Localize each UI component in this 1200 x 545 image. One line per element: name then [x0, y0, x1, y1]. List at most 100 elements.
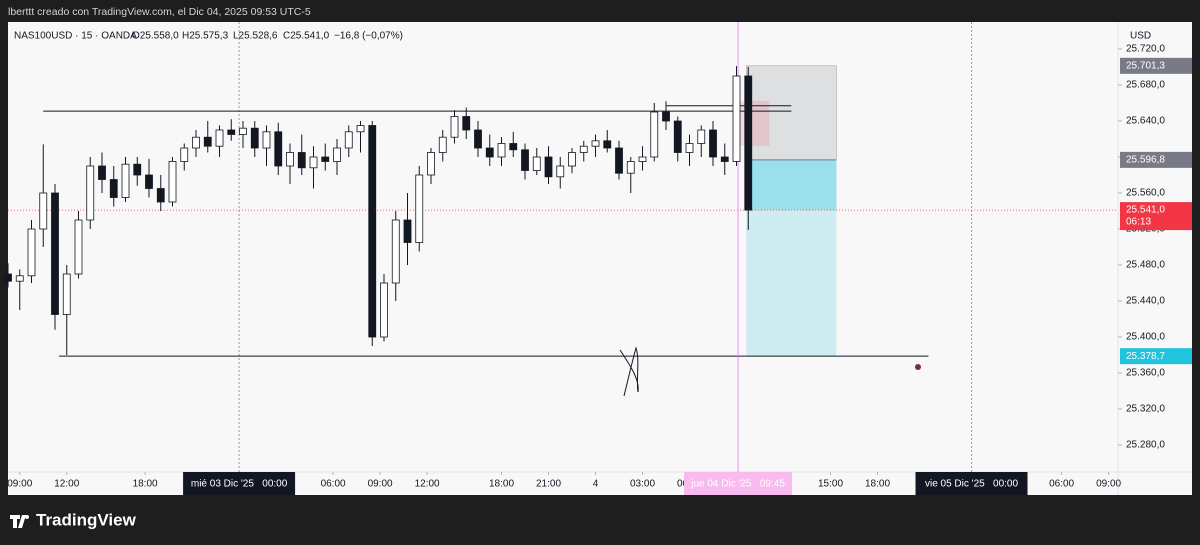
candle-body [509, 143, 518, 151]
candle-body [462, 116, 471, 131]
candle-body [15, 275, 24, 282]
x-tick-label: mié 03 Dic '25 00:00 [191, 479, 288, 490]
y-tick-label: 25.560,0 [1126, 188, 1165, 199]
candle-body [109, 179, 118, 198]
x-tick-label: 21:00 [536, 479, 561, 490]
candle-body [98, 165, 106, 180]
candle-body [391, 219, 400, 284]
candle-body [274, 131, 283, 167]
marker [915, 364, 921, 370]
candle-body [521, 149, 529, 171]
candle-body [86, 165, 95, 221]
date-box [915, 472, 1028, 495]
candle-body [250, 127, 259, 149]
candle-body [603, 140, 612, 149]
candle-body [344, 131, 353, 149]
y-tick-label: 25.440,0 [1126, 296, 1165, 307]
candle-body [403, 219, 412, 243]
low: L25.528,6 [233, 31, 278, 42]
profit-fill [746, 159, 837, 211]
y-tick-label: 25.280,0 [1126, 440, 1165, 451]
plot [4, 22, 1118, 472]
x-tick-label: 18:00 [133, 479, 158, 490]
candle-body [544, 156, 553, 178]
x-tick-label: 03:00 [630, 479, 655, 490]
change: −16,8 (−0,07%) [334, 31, 403, 42]
x-tick-label: 09:00 [7, 479, 32, 490]
symbol: NAS100USD · 15 · OANDA [14, 31, 137, 42]
y-tick-label: 25.720,0 [1126, 44, 1165, 55]
last-price-label: 25.541,0 [1126, 205, 1165, 216]
x-tick-label: 18:00 [865, 479, 890, 490]
candle-body [579, 145, 588, 153]
y-tick-label: 25.640,0 [1126, 116, 1165, 127]
candle-body [192, 136, 200, 149]
price-label: 25.596,8 [1126, 155, 1165, 166]
candle-body [227, 129, 236, 135]
candle-body [474, 129, 482, 149]
crosshair-label: jue 04 Dic '25 09:45 [690, 479, 785, 490]
candle-body [732, 75, 741, 162]
brand: TradingView [36, 510, 137, 529]
y-tick-label: 25.320,0 [1126, 404, 1165, 415]
candle-body [297, 152, 306, 169]
crosshair-box [684, 472, 793, 495]
y-tick-label: 25.480,0 [1126, 260, 1165, 271]
target-zone [746, 159, 837, 357]
candle-body [685, 143, 694, 153]
candle-body [380, 282, 388, 338]
x-tick-label: 15:00 [818, 479, 843, 490]
price-label-box [1120, 57, 1192, 74]
candle-body [427, 152, 435, 176]
x-tick-label: 18:00 [489, 479, 514, 490]
x-tick-label: 09:00 [1096, 479, 1121, 490]
drawing [619, 346, 639, 397]
x-tick-label: vie 05 Dic '25 00:00 [925, 479, 1019, 490]
candle-body [415, 174, 424, 243]
y-tick-label: 25.400,0 [1126, 332, 1165, 343]
candle-body [662, 111, 670, 122]
candle-body [568, 152, 576, 167]
candle-body [51, 192, 59, 315]
candle-body [321, 156, 330, 162]
candle-body [650, 111, 659, 158]
credit: lberttt creado con TradingView.com, el D… [8, 6, 311, 18]
candle-body [239, 127, 247, 135]
candle-body [591, 140, 600, 147]
candle-body [145, 174, 153, 189]
date-box [183, 472, 296, 495]
y-tick-label: 25.680,0 [1126, 80, 1165, 91]
y-tick-label: 25.360,0 [1126, 368, 1165, 379]
x-tick-label: 06:00 [321, 479, 346, 490]
candle-body [286, 152, 294, 167]
candle-body [74, 219, 83, 275]
candle-body [262, 131, 271, 149]
open: O25.558,0 [132, 31, 179, 42]
candle-body [626, 161, 635, 174]
countdown: 06:13 [1126, 217, 1151, 228]
high: H25.575,3 [182, 31, 229, 42]
x-tick-label: 4 [593, 479, 599, 490]
price-label-box [1120, 202, 1192, 231]
candle-body [697, 129, 706, 144]
candle-body [744, 75, 753, 211]
currency: USD [1130, 31, 1151, 42]
price-label: 25.701,3 [1126, 60, 1165, 71]
stop-zone [746, 65, 837, 161]
x-tick-label: 06:00 [1049, 479, 1074, 490]
candle-body [532, 156, 541, 171]
candle-body [720, 156, 729, 162]
candle-body [309, 156, 318, 169]
candle-body [356, 125, 365, 133]
candle-body [27, 228, 36, 277]
x-tick-label: 12:00 [415, 479, 440, 490]
candle-body [615, 147, 623, 174]
candle-body [168, 161, 177, 203]
price-label-box [1120, 348, 1192, 365]
price-label-box [1120, 151, 1192, 168]
candle-body [215, 129, 224, 147]
candle-body [4, 273, 12, 282]
candle-body [39, 192, 48, 230]
candle-body [556, 165, 565, 178]
